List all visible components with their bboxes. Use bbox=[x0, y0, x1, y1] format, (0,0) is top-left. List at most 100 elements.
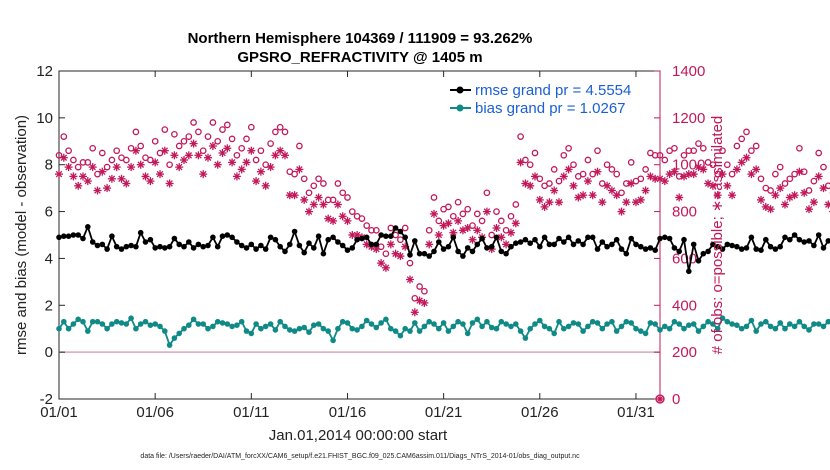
obs-assimilated-stroke bbox=[671, 168, 678, 176]
bias-point bbox=[479, 323, 485, 330]
obs-possible-point bbox=[305, 189, 313, 197]
obs-possible-point bbox=[166, 161, 173, 169]
obs-assimilated-point bbox=[583, 177, 592, 186]
obs-assimilated-point bbox=[271, 151, 280, 160]
obs-assimilated-point bbox=[718, 170, 727, 179]
bias-point bbox=[296, 325, 303, 332]
bias-point bbox=[349, 325, 356, 332]
obs-assimilated-point bbox=[151, 158, 160, 167]
bias-point bbox=[128, 315, 134, 322]
obs-possible-point bbox=[723, 161, 731, 169]
rmse-point bbox=[282, 248, 288, 255]
obs-assimilated-stroke bbox=[522, 180, 529, 187]
bias-point bbox=[392, 328, 399, 334]
bias-point bbox=[65, 325, 72, 332]
obs-possible-point bbox=[699, 144, 707, 152]
obs-possible-point bbox=[204, 133, 212, 140]
bias-point bbox=[171, 335, 178, 341]
obs-possible-point bbox=[315, 175, 322, 183]
bias-point bbox=[282, 323, 288, 330]
obs-possible-point bbox=[219, 126, 226, 133]
obs-assimilated-point bbox=[131, 146, 140, 155]
rmse-point bbox=[469, 248, 476, 255]
obs-possible-point bbox=[459, 210, 467, 218]
rmse-point bbox=[147, 236, 154, 243]
obs-assimilated-point bbox=[473, 226, 482, 235]
obs-possible-point bbox=[421, 287, 428, 295]
obs-assimilated-point bbox=[146, 177, 155, 186]
bias-point bbox=[666, 325, 673, 332]
obs-assimilated-stroke bbox=[171, 152, 178, 159]
rmse-point bbox=[815, 232, 822, 238]
obs-assimilated-stroke bbox=[762, 203, 770, 211]
obs-assimilated-point bbox=[136, 160, 145, 169]
rmse-point bbox=[426, 253, 433, 259]
bias-point bbox=[628, 320, 634, 326]
x-tick-label: 01/16 bbox=[329, 404, 367, 421]
bias-point bbox=[388, 325, 394, 332]
obs-assimilated-stroke bbox=[300, 196, 308, 204]
bias-point bbox=[604, 321, 610, 327]
obs-assimilated-stroke bbox=[651, 175, 659, 183]
obs-assimilated-stroke bbox=[546, 198, 553, 206]
rmse-point bbox=[662, 234, 668, 241]
obs-assimilated-stroke bbox=[661, 177, 669, 185]
bias-point bbox=[618, 323, 625, 330]
bias-point bbox=[205, 325, 211, 332]
obs-assimilated-stroke bbox=[430, 210, 438, 218]
obs-possible-point bbox=[445, 203, 452, 211]
rmse-point bbox=[325, 236, 332, 243]
obs-assimilated-stroke bbox=[560, 173, 568, 180]
bias-point bbox=[633, 325, 639, 332]
obs-possible-point bbox=[796, 144, 803, 152]
obs-assimilated-point bbox=[757, 195, 765, 204]
obs-possible-point bbox=[526, 161, 534, 169]
bias-point bbox=[325, 328, 332, 334]
rmse-point bbox=[561, 239, 567, 245]
obs-assimilated-stroke bbox=[89, 163, 96, 171]
legend-box bbox=[446, 79, 655, 117]
obs-assimilated-point bbox=[406, 275, 414, 284]
obs-assimilated-point bbox=[699, 165, 708, 174]
obs-assimilated-stroke bbox=[642, 187, 649, 194]
obs-assimilated-point bbox=[237, 165, 246, 174]
bias-point bbox=[190, 316, 197, 323]
rmse-point bbox=[378, 232, 384, 238]
obs-assimilated-point bbox=[511, 219, 520, 228]
rmse-point bbox=[806, 238, 812, 244]
rmse-point bbox=[412, 238, 418, 244]
obs-assimilated-point bbox=[468, 235, 477, 244]
obs-assimilated-stroke bbox=[449, 229, 457, 236]
obs-assimilated-stroke bbox=[252, 177, 260, 185]
obs-assimilated-point bbox=[819, 184, 828, 193]
obs-assimilated-stroke bbox=[224, 145, 231, 152]
rmse-point bbox=[253, 246, 259, 252]
obs-assimilated-stroke bbox=[541, 203, 548, 211]
obs-possible-point bbox=[430, 194, 438, 201]
obs-possible-point bbox=[252, 156, 260, 164]
obs-assimilated-stroke bbox=[425, 241, 433, 248]
obs-assimilated-point bbox=[805, 205, 813, 214]
obs-assimilated-point bbox=[612, 191, 621, 200]
obs-assimilated-stroke bbox=[257, 168, 265, 176]
obs-possible-point bbox=[748, 147, 755, 155]
rmse-point bbox=[186, 239, 192, 245]
obs-assimilated-stroke bbox=[690, 170, 697, 178]
obs-possible-point bbox=[517, 133, 524, 140]
obs-assimilated-point bbox=[622, 198, 631, 207]
obs-assimilated-point bbox=[526, 181, 535, 190]
obs-assimilated-point bbox=[550, 186, 559, 195]
rmse-point bbox=[503, 250, 509, 257]
rmse-point bbox=[267, 234, 274, 241]
rmse-point bbox=[652, 247, 658, 253]
bias-point bbox=[383, 316, 389, 323]
obs-possible-point bbox=[464, 205, 472, 213]
bias-point bbox=[743, 323, 750, 330]
obs-possible-point bbox=[473, 210, 481, 218]
obs-assimilated-point bbox=[261, 181, 270, 190]
obs-assimilated-stroke bbox=[570, 182, 577, 190]
bias-point bbox=[767, 323, 774, 330]
obs-assimilated-stroke bbox=[608, 187, 616, 194]
bias-point bbox=[690, 321, 697, 327]
rmse-point bbox=[243, 245, 250, 251]
